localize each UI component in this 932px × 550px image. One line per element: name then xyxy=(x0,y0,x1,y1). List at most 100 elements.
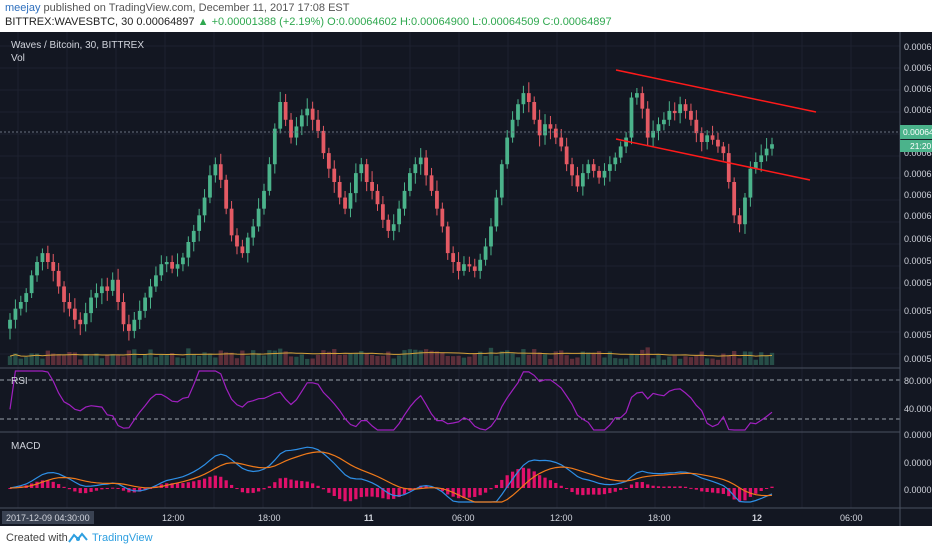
volume-bar xyxy=(650,358,656,365)
volume-bar xyxy=(472,353,477,365)
author-link[interactable]: meejay xyxy=(5,2,41,14)
candle-body xyxy=(137,310,142,320)
volume-bar xyxy=(256,353,261,365)
candlestick-series[interactable] xyxy=(8,82,774,341)
candle-body xyxy=(67,302,72,309)
volume-bar xyxy=(278,348,283,365)
macd-histogram-bar xyxy=(619,488,623,491)
volume-bar xyxy=(434,351,440,365)
volume-bar xyxy=(759,352,764,365)
volume-bar xyxy=(224,352,229,365)
candle-body xyxy=(548,124,553,129)
candle-body xyxy=(467,264,472,267)
macd-histogram-bar xyxy=(721,488,725,494)
candle-body xyxy=(353,173,358,194)
lower-trendline[interactable] xyxy=(615,138,811,181)
macd-histogram-bar xyxy=(570,488,574,493)
candle-body xyxy=(337,182,342,198)
candle-body xyxy=(164,262,169,265)
volume-bar xyxy=(99,358,105,365)
volume-bar xyxy=(721,353,726,365)
volume-bar xyxy=(591,353,596,365)
macd-histogram-bar xyxy=(121,488,126,491)
volume-bar xyxy=(337,354,342,365)
chart-area[interactable]: Waves / Bitcoin, 30, BITTREX Vol RSI MAC… xyxy=(0,32,932,526)
price-tick: 0.00064000 xyxy=(904,148,932,158)
macd-histogram-bar xyxy=(662,486,666,488)
candle-body xyxy=(764,148,769,156)
rsi-tick: 40.0000 xyxy=(904,404,932,414)
candle-body xyxy=(732,182,737,216)
candle-body xyxy=(629,97,634,138)
volume-bar xyxy=(769,352,775,365)
volume-bar xyxy=(29,353,34,365)
volume-bar xyxy=(380,355,386,365)
volume-bar xyxy=(640,349,645,365)
trendlines[interactable] xyxy=(615,69,817,181)
macd-histogram-bar xyxy=(267,486,272,488)
candle-body xyxy=(635,93,639,98)
price-tick: 0.00060000 xyxy=(904,234,932,244)
volume-bar xyxy=(715,359,721,365)
macd-histogram-bar xyxy=(181,483,185,488)
signal-line xyxy=(9,451,773,503)
candle-body xyxy=(51,262,56,271)
volume-bar xyxy=(429,350,434,365)
rsi-axis[interactable]: 80.0000 40.0000 xyxy=(904,376,932,414)
candle-body xyxy=(89,297,93,314)
volume-bar xyxy=(142,354,148,365)
macd-histogram-bar xyxy=(689,487,693,489)
volume-ma-line xyxy=(9,352,773,357)
macd-axis[interactable]: 0.0000 0.0000 0.0000 xyxy=(904,430,932,495)
candle-body xyxy=(35,262,39,276)
price-axis[interactable]: 0.00069000 0.00068000 0.00067000 0.00066… xyxy=(904,42,932,364)
macd-histogram-bar xyxy=(446,488,450,495)
current-price-badge xyxy=(900,125,932,139)
countdown-badge xyxy=(900,140,932,152)
price-tick: 0.00062000 xyxy=(904,190,932,200)
macd-histogram-bar xyxy=(116,488,120,489)
macd-histogram-bar xyxy=(283,477,288,488)
macd-histogram-bar xyxy=(575,488,580,495)
volume-bar xyxy=(24,356,29,365)
publish-info: meejay published on TradingView.com, Dec… xyxy=(5,2,349,14)
volume-bar xyxy=(34,353,40,365)
volume-bar xyxy=(413,349,418,365)
volume-bar xyxy=(440,352,445,365)
candle-body xyxy=(618,146,623,158)
volume-bar xyxy=(283,351,288,365)
candle-body xyxy=(607,164,612,171)
volume-bar xyxy=(191,354,196,365)
candle-body xyxy=(505,137,510,165)
candle-body xyxy=(8,319,12,329)
tradingview-logo-icon[interactable] xyxy=(68,531,88,545)
volume-bar xyxy=(618,358,623,365)
volume-bar xyxy=(294,356,299,365)
tradingview-brand-link[interactable]: TradingView xyxy=(92,532,153,544)
candle-body xyxy=(40,253,45,262)
macd-histogram-bar xyxy=(338,488,342,499)
candle-body xyxy=(29,275,34,294)
volume-bar xyxy=(13,353,18,365)
candle-body xyxy=(586,164,591,174)
candle-body xyxy=(759,155,764,162)
candle-body xyxy=(245,237,250,254)
candle-body xyxy=(272,128,277,165)
volume-bar xyxy=(40,358,45,365)
upper-trendline[interactable] xyxy=(615,69,817,113)
candle-body xyxy=(656,124,661,131)
price-tick: 0.00066000 xyxy=(904,105,932,115)
candle-body xyxy=(316,119,320,131)
volume-bar xyxy=(699,351,704,365)
volume-bar xyxy=(526,354,531,365)
time-axis[interactable]: 12:00 18:00 11 06:00 12:00 18:00 12 06:0… xyxy=(162,513,863,523)
ohlc-open: O:0.00064602 xyxy=(327,16,397,28)
candle-body xyxy=(310,108,315,120)
candle-body xyxy=(483,246,488,260)
candle-body xyxy=(667,110,672,120)
volume-bar xyxy=(737,358,742,365)
candle-body xyxy=(748,168,753,198)
volume-bar xyxy=(61,355,67,365)
chart-canvas[interactable]: Waves / Bitcoin, 30, BITTREX Vol RSI MAC… xyxy=(0,32,932,526)
volume-bar xyxy=(110,354,115,365)
